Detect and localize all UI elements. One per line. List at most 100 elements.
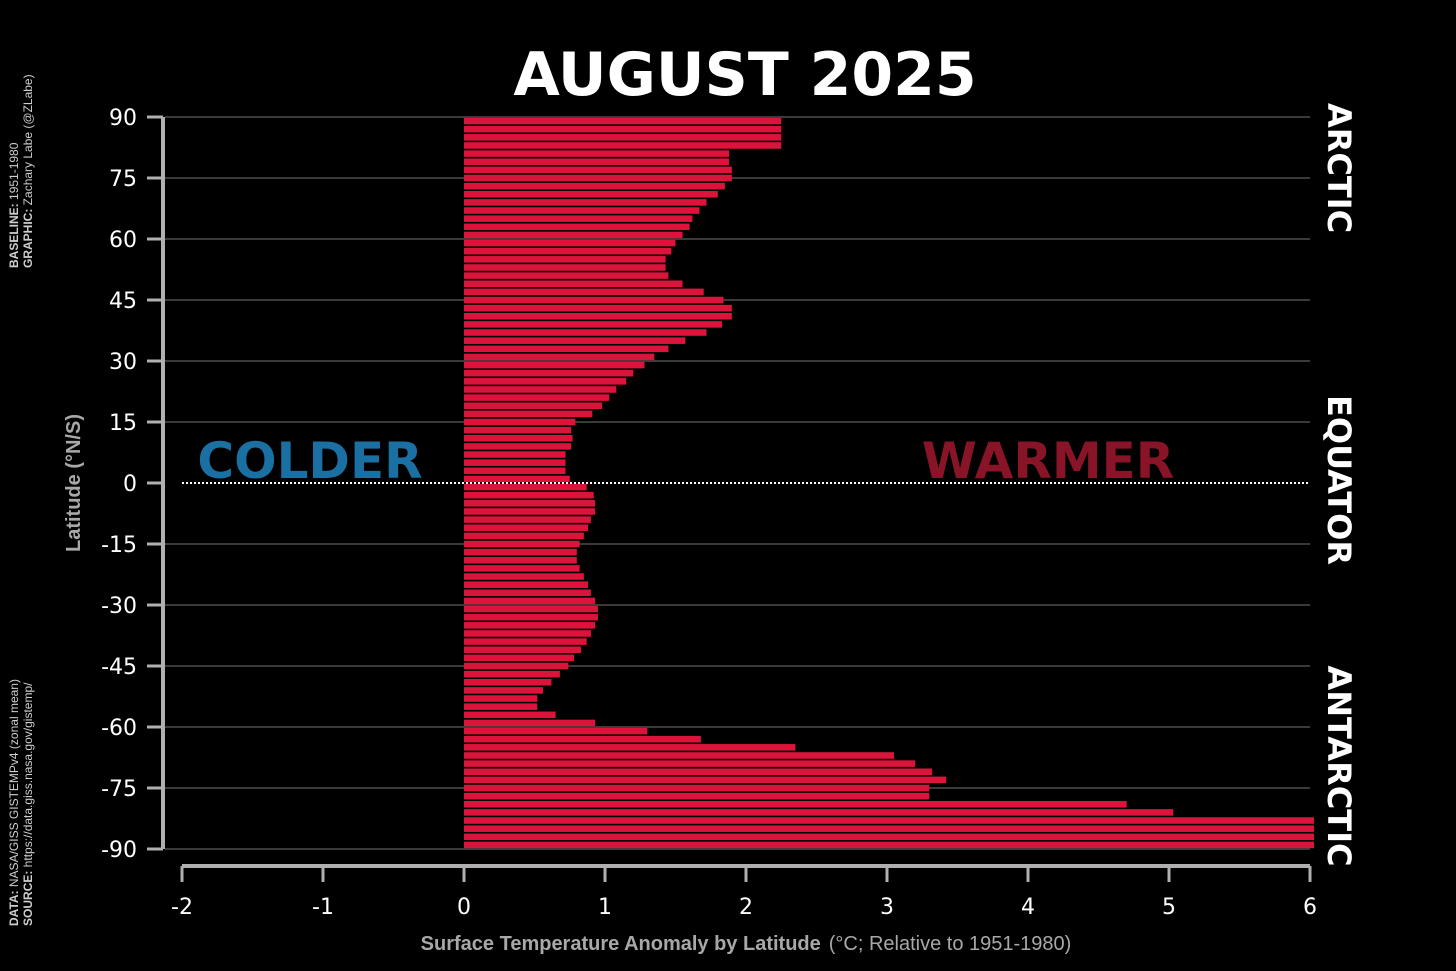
region-label-arctic: ARCTIC bbox=[1320, 103, 1358, 233]
bar bbox=[464, 182, 725, 190]
bar bbox=[464, 256, 666, 263]
bar bbox=[464, 378, 627, 385]
bar bbox=[464, 792, 930, 800]
bar bbox=[464, 394, 610, 401]
x-tick-label: 4 bbox=[1021, 895, 1035, 920]
bar bbox=[464, 524, 589, 531]
bar bbox=[464, 687, 543, 694]
bar bbox=[464, 500, 596, 507]
bar bbox=[464, 613, 598, 621]
bar bbox=[464, 735, 701, 743]
bar bbox=[464, 817, 1314, 824]
bar bbox=[464, 516, 591, 523]
baseline-line: BASELINE: 1951-1980 bbox=[7, 74, 21, 268]
y-tick-label: 30 bbox=[109, 350, 137, 375]
bar bbox=[464, 532, 584, 540]
bar bbox=[464, 776, 947, 784]
bar bbox=[464, 622, 596, 629]
bar bbox=[464, 727, 648, 735]
bar bbox=[464, 337, 686, 344]
bar bbox=[464, 199, 707, 206]
bar bbox=[464, 841, 1314, 849]
bar bbox=[464, 760, 916, 767]
baseline-key: BASELINE: bbox=[7, 203, 21, 268]
x-tick-label: 0 bbox=[457, 895, 471, 920]
bar bbox=[464, 557, 577, 564]
bar bbox=[464, 784, 930, 792]
bar bbox=[464, 369, 634, 377]
bar bbox=[464, 662, 569, 670]
y-axis-label: Latitude (°N/S) bbox=[63, 414, 85, 552]
source-value: https://data.giss.nasa.gov/gistemp/ bbox=[21, 682, 35, 868]
bar bbox=[464, 288, 704, 296]
bar bbox=[464, 345, 669, 353]
bar bbox=[464, 215, 693, 222]
graphic-key: GRAPHIC: bbox=[21, 208, 35, 268]
bar bbox=[464, 402, 603, 409]
y-tick-label: 60 bbox=[109, 228, 137, 253]
y-tick-label: -45 bbox=[101, 655, 137, 680]
bar bbox=[464, 719, 596, 727]
bar bbox=[464, 548, 577, 556]
bar bbox=[464, 386, 617, 393]
bar bbox=[464, 435, 573, 442]
y-tick-label: 0 bbox=[123, 472, 137, 497]
bar bbox=[464, 313, 732, 320]
bar bbox=[464, 272, 669, 279]
bar bbox=[464, 231, 683, 239]
source-line: SOURCE: https://data.giss.nasa.gov/giste… bbox=[21, 679, 35, 926]
bar bbox=[464, 809, 1174, 816]
bar bbox=[464, 247, 672, 255]
bar bbox=[464, 125, 782, 133]
source-key: SOURCE: bbox=[21, 870, 35, 926]
bar bbox=[464, 166, 732, 174]
y-axis: 90 75 60 45 30 15 0 -15 -30 -45 -60 -75 -90 bbox=[101, 106, 165, 863]
bar bbox=[464, 426, 572, 434]
bar bbox=[464, 605, 598, 613]
bar bbox=[464, 296, 724, 304]
bar bbox=[464, 467, 566, 475]
bar bbox=[464, 597, 596, 605]
x-axis-label-bold: Surface Temperature Anomaly by Latitude bbox=[421, 933, 821, 955]
bar bbox=[464, 207, 700, 214]
bar bbox=[464, 174, 732, 182]
y-tick-label: -30 bbox=[101, 594, 137, 619]
bar bbox=[464, 150, 730, 157]
bar bbox=[464, 459, 566, 466]
bar bbox=[464, 565, 580, 572]
bar bbox=[464, 117, 782, 125]
bar bbox=[464, 264, 666, 271]
bar bbox=[464, 768, 933, 775]
bars bbox=[464, 117, 1314, 849]
bar bbox=[464, 491, 594, 499]
data-value: NASA/GISS GISTEMPv4 (zonal mean) bbox=[7, 679, 21, 888]
y-tick-label: -15 bbox=[101, 533, 137, 558]
bar bbox=[464, 451, 566, 458]
bar bbox=[464, 321, 723, 328]
bar bbox=[464, 679, 552, 686]
x-tick-label: 6 bbox=[1303, 895, 1317, 920]
bar bbox=[464, 280, 683, 287]
bar bbox=[464, 353, 655, 361]
bar bbox=[464, 833, 1314, 841]
bar bbox=[464, 752, 895, 759]
bar bbox=[464, 638, 587, 645]
bar bbox=[464, 410, 593, 418]
bar bbox=[464, 361, 645, 369]
warmer-label: WARMER bbox=[922, 432, 1175, 490]
y-tick-label: -75 bbox=[101, 777, 137, 802]
bar bbox=[464, 670, 560, 678]
bar bbox=[464, 223, 690, 231]
gridlines bbox=[165, 116, 1310, 850]
bar bbox=[464, 695, 538, 702]
x-axis-label: Surface Temperature Anomaly by Latitude (… bbox=[421, 933, 1072, 955]
colder-label: COLDER bbox=[197, 432, 422, 490]
bar bbox=[464, 134, 782, 141]
x-tick-label: 1 bbox=[598, 895, 612, 920]
bar bbox=[464, 573, 584, 580]
graphic-value: Zachary Labe (@ZLabe) bbox=[21, 74, 35, 206]
bar bbox=[464, 589, 591, 597]
x-tick-label: -1 bbox=[312, 895, 334, 920]
y-tick-label: -90 bbox=[101, 838, 137, 863]
